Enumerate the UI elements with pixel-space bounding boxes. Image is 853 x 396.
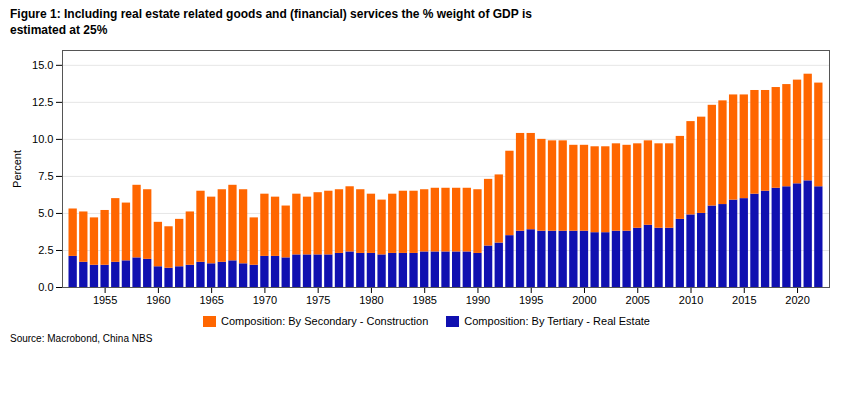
html-text:Source: Macrobond, China NBS: Source: Macrobond, China NBS (10, 333, 153, 344)
svg-text:5.0: 5.0 (38, 207, 53, 219)
svg-text:1960: 1960 (146, 294, 170, 306)
svg-text:2.5: 2.5 (38, 244, 53, 256)
html-text:Composition: By Tertiary - Rea: Composition: By Tertiary - Real Estate (464, 315, 650, 327)
svg-text:12.5: 12.5 (32, 96, 53, 108)
html-text:estimated at 25%: estimated at 25% (10, 23, 108, 37)
svg-text:1965: 1965 (199, 294, 223, 306)
svg-text:2010: 2010 (679, 294, 703, 306)
svg-text:1980: 1980 (359, 294, 383, 306)
svg-text:2000: 2000 (572, 294, 596, 306)
svg-text:0.0: 0.0 (38, 281, 53, 293)
html-text:Figure 1: Including real estat: Figure 1: Including real estate related … (10, 7, 532, 21)
svg-text:2020: 2020 (785, 294, 809, 306)
svg-text:10.0: 10.0 (32, 133, 53, 145)
svg-text:1990: 1990 (466, 294, 490, 306)
svg-text:1975: 1975 (306, 294, 330, 306)
svg-text:1955: 1955 (93, 294, 117, 306)
svg-text:7.5: 7.5 (38, 170, 53, 182)
svg-text:Percent: Percent (11, 150, 23, 188)
svg-text:1995: 1995 (519, 294, 543, 306)
html-text:Composition: By Secondary - Co: Composition: By Secondary - Construction (221, 315, 429, 327)
svg-text:1970: 1970 (253, 294, 277, 306)
svg-text:2005: 2005 (626, 294, 650, 306)
svg-text:1985: 1985 (412, 294, 436, 306)
svg-text:2015: 2015 (732, 294, 756, 306)
svg-text:15.0: 15.0 (32, 59, 53, 71)
